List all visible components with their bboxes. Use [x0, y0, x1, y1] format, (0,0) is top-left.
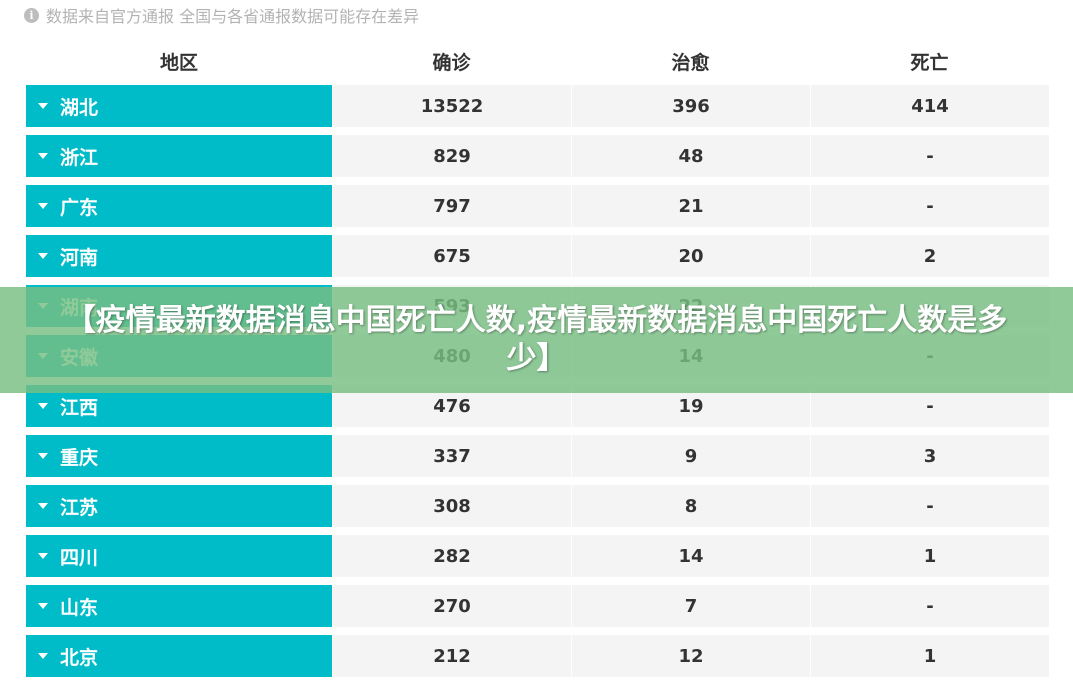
caret-down-icon: [38, 103, 48, 109]
cured-cell: 396: [572, 85, 810, 127]
region-expand-button[interactable]: 四川: [26, 535, 332, 577]
caret-down-icon: [38, 453, 48, 459]
banner-title: 【疫情最新数据消息中国死亡人数,疫情最新数据消息中国死亡人数是多少】: [65, 303, 1008, 376]
region-expand-button[interactable]: 湖北: [26, 85, 332, 127]
region-name: 江苏: [60, 496, 99, 519]
table-row: 广东 797 21 -: [26, 185, 1049, 227]
cured-cell: 14: [572, 535, 810, 577]
table-row: 重庆 337 9 3: [26, 435, 1049, 477]
note-text: 数据来自官方通报 全国与各省通报数据可能存在差异: [46, 7, 420, 26]
header-cured: 治愈: [671, 51, 710, 74]
region-name: 四川: [60, 546, 99, 569]
table-row: 河南 675 20 2: [26, 235, 1049, 277]
header-region: 地区: [159, 51, 198, 74]
confirmed-cell: 797: [333, 185, 571, 227]
confirmed-cell: 13522: [333, 85, 571, 127]
header-confirmed: 确诊: [432, 51, 471, 74]
caret-down-icon: [38, 153, 48, 159]
info-icon: i: [24, 7, 39, 23]
deaths-cell: 2: [811, 235, 1049, 277]
deaths-cell: 414: [811, 85, 1049, 127]
confirmed-cell: 308: [333, 485, 571, 527]
region-name: 广东: [60, 196, 99, 219]
caret-down-icon: [38, 203, 48, 209]
table-row: 浙江 829 48 -: [26, 135, 1049, 177]
deaths-cell: -: [811, 185, 1049, 227]
region-name: 重庆: [60, 446, 99, 469]
confirmed-cell: 337: [333, 435, 571, 477]
cured-cell: 8: [572, 485, 810, 527]
deaths-cell: -: [811, 135, 1049, 177]
cured-cell: 20: [572, 235, 810, 277]
deaths-cell: -: [811, 485, 1049, 527]
deaths-cell: 3: [811, 435, 1049, 477]
region-expand-button[interactable]: 北京: [26, 635, 332, 677]
table-row: 北京 212 12 1: [26, 635, 1049, 677]
data-source-note: i 数据来自官方通报 全国与各省通报数据可能存在差异: [24, 5, 420, 26]
region-name: 浙江: [60, 146, 99, 169]
caret-down-icon: [38, 603, 48, 609]
region-name: 江西: [60, 396, 99, 419]
deaths-cell: -: [811, 585, 1049, 627]
caret-down-icon: [38, 653, 48, 659]
cured-cell: 48: [572, 135, 810, 177]
table-row: 江苏 308 8 -: [26, 485, 1049, 527]
caret-down-icon: [38, 253, 48, 259]
table-row: 四川 282 14 1: [26, 535, 1049, 577]
caret-down-icon: [38, 553, 48, 559]
table-row: 湖北 13522 396 414: [26, 85, 1049, 127]
table-header: 地区 确诊 治愈 死亡: [26, 44, 1049, 78]
region-name: 山东: [60, 596, 99, 619]
region-expand-button[interactable]: 江苏: [26, 485, 332, 527]
caret-down-icon: [38, 403, 48, 409]
region-expand-button[interactable]: 浙江: [26, 135, 332, 177]
confirmed-cell: 282: [333, 535, 571, 577]
region-expand-button[interactable]: 重庆: [26, 435, 332, 477]
title-overlay-banner: 【疫情最新数据消息中国死亡人数,疫情最新数据消息中国死亡人数是多少】: [0, 287, 1073, 393]
region-name: 湖北: [60, 96, 99, 119]
region-expand-button[interactable]: 广东: [26, 185, 332, 227]
confirmed-cell: 212: [333, 635, 571, 677]
confirmed-cell: 270: [333, 585, 571, 627]
region-name: 河南: [60, 246, 99, 269]
deaths-cell: 1: [811, 535, 1049, 577]
header-deaths: 死亡: [910, 51, 949, 74]
region-name: 北京: [60, 646, 99, 669]
table-row: 山东 270 7 -: [26, 585, 1049, 627]
deaths-cell: 1: [811, 635, 1049, 677]
region-expand-button[interactable]: 河南: [26, 235, 332, 277]
cured-cell: 7: [572, 585, 810, 627]
cured-cell: 9: [572, 435, 810, 477]
region-expand-button[interactable]: 山东: [26, 585, 332, 627]
confirmed-cell: 829: [333, 135, 571, 177]
cured-cell: 12: [572, 635, 810, 677]
cured-cell: 21: [572, 185, 810, 227]
confirmed-cell: 675: [333, 235, 571, 277]
caret-down-icon: [38, 503, 48, 509]
